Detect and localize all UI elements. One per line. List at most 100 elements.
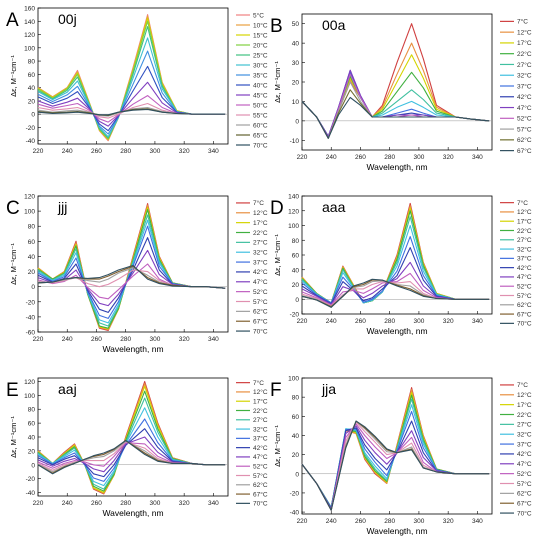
series-line <box>301 420 490 511</box>
legend-label: 42°C <box>517 93 532 101</box>
x-axis-label: Wavelength, nm <box>366 162 427 172</box>
x-tick-label: 320 <box>443 318 454 325</box>
legend-label: 37°C <box>517 440 532 448</box>
x-tick-label: 260 <box>355 154 366 161</box>
series-line <box>301 421 490 511</box>
legend-label: 37°C <box>517 255 532 263</box>
series-line <box>301 69 490 137</box>
y-tick-label: 60 <box>28 72 36 79</box>
x-tick-label: 260 <box>91 500 102 507</box>
y-axis-label: Δε, M⁻¹cm⁻¹ <box>273 234 282 276</box>
y-tick-label: 140 <box>288 194 299 201</box>
x-tick-label: 320 <box>179 336 190 343</box>
y-tick-label: 40 <box>292 267 300 274</box>
legend-label: 62°C <box>517 136 532 144</box>
y-tick-label: 60 <box>292 414 300 421</box>
y-tick-label: 100 <box>288 376 299 383</box>
series-line <box>301 23 490 137</box>
y-tick-label: 40 <box>28 435 36 442</box>
x-tick-label: 300 <box>413 154 424 161</box>
x-tick-label: 280 <box>384 154 395 161</box>
legend-label: 17°C <box>253 219 268 227</box>
series-line <box>37 264 226 289</box>
legend-label: 47°C <box>517 273 532 281</box>
legend-label: 37°C <box>517 82 532 90</box>
legend-label: 37°C <box>253 258 268 266</box>
legend-label: 42°C <box>517 450 532 458</box>
y-tick-label: -10 <box>290 138 300 145</box>
legend-label: 57°C <box>253 472 268 480</box>
legend-label: 12°C <box>517 208 532 216</box>
x-tick-label: 220 <box>297 154 308 161</box>
series-line <box>301 205 490 304</box>
legend-label: 70°C <box>253 141 268 149</box>
x-tick-label: 240 <box>62 148 73 155</box>
x-tick-label: 220 <box>33 148 44 155</box>
x-tick-label: 220 <box>33 336 44 343</box>
series-line <box>301 423 490 511</box>
series-line <box>301 247 490 305</box>
legend-label: 47°C <box>517 460 532 468</box>
legend-label: 5°C <box>253 11 264 19</box>
y-tick-label: 60 <box>292 253 300 260</box>
panel-a: -40 -20 0 20 40 60 80 100 120 140 160 220 240 260 280 3… <box>6 6 268 156</box>
series-line <box>301 272 490 306</box>
legend-label: 7°C <box>517 18 528 26</box>
sample-name: 00j <box>58 11 77 27</box>
y-tick-label: 0 <box>31 112 35 119</box>
y-tick-label: 20 <box>28 448 36 455</box>
legend-label: 12°C <box>517 391 532 399</box>
legend-label: 50°C <box>253 101 268 109</box>
legend-label: 60°C <box>253 121 268 129</box>
y-tick-label: 80 <box>28 59 36 66</box>
series-line <box>37 383 226 494</box>
legend-label: 55°C <box>253 111 268 119</box>
legend-label: 42°C <box>253 268 268 276</box>
x-tick-label: 300 <box>149 336 160 343</box>
y-tick-label: 120 <box>288 208 299 215</box>
legend-label: 62°C <box>253 481 268 489</box>
sample-name: aaj <box>58 381 77 397</box>
series-line <box>301 202 490 304</box>
x-tick-label: 320 <box>443 154 454 161</box>
legend-label: 7°C <box>517 381 528 389</box>
x-tick-label: 340 <box>472 318 483 325</box>
y-tick-label: -20 <box>26 125 36 132</box>
legend-label: 22°C <box>253 407 268 415</box>
legend-label: 30°C <box>253 61 268 69</box>
series-line <box>301 73 490 137</box>
sample-name: jjj <box>57 199 67 215</box>
panel-letter: A <box>6 10 19 31</box>
y-axis-label: Δε, M⁻¹cm⁻¹ <box>9 55 18 97</box>
legend-label: 7°C <box>253 199 264 207</box>
panel-letter: D <box>270 198 284 219</box>
x-tick-label: 260 <box>91 336 102 343</box>
x-tick-label: 280 <box>120 336 131 343</box>
legend-label: 12°C <box>517 28 532 36</box>
plot-frame <box>37 195 229 333</box>
x-tick-label: 340 <box>472 518 483 525</box>
legend-label: 52°C <box>517 115 532 123</box>
panel-letter: C <box>6 198 20 219</box>
legend-label: 67°C <box>253 318 268 326</box>
y-tick-label: 0 <box>295 297 299 304</box>
legend-label: 37°C <box>253 435 268 443</box>
x-tick-label: 300 <box>149 500 160 507</box>
legend-label: 27°C <box>517 421 532 429</box>
x-tick-label: 220 <box>33 500 44 507</box>
legend-label: 57°C <box>253 298 268 306</box>
y-tick-label: -20 <box>290 490 300 497</box>
legend-label: 25°C <box>253 51 268 59</box>
y-tick-label: 80 <box>28 224 36 231</box>
y-tick-label: 0 <box>31 284 35 291</box>
legend-label: 22°C <box>517 227 532 235</box>
y-axis-label: Δε, M⁻¹cm⁻¹ <box>9 416 18 458</box>
legend-label: 70°C <box>253 327 268 335</box>
legend-label: 62°C <box>517 301 532 309</box>
legend-label: 32°C <box>253 249 268 257</box>
y-tick-label: 40 <box>292 41 300 48</box>
y-tick-label: 20 <box>292 452 300 459</box>
panel-letter: F <box>270 380 282 401</box>
legend-label: 10°C <box>253 21 268 29</box>
x-tick-label: 240 <box>62 336 73 343</box>
